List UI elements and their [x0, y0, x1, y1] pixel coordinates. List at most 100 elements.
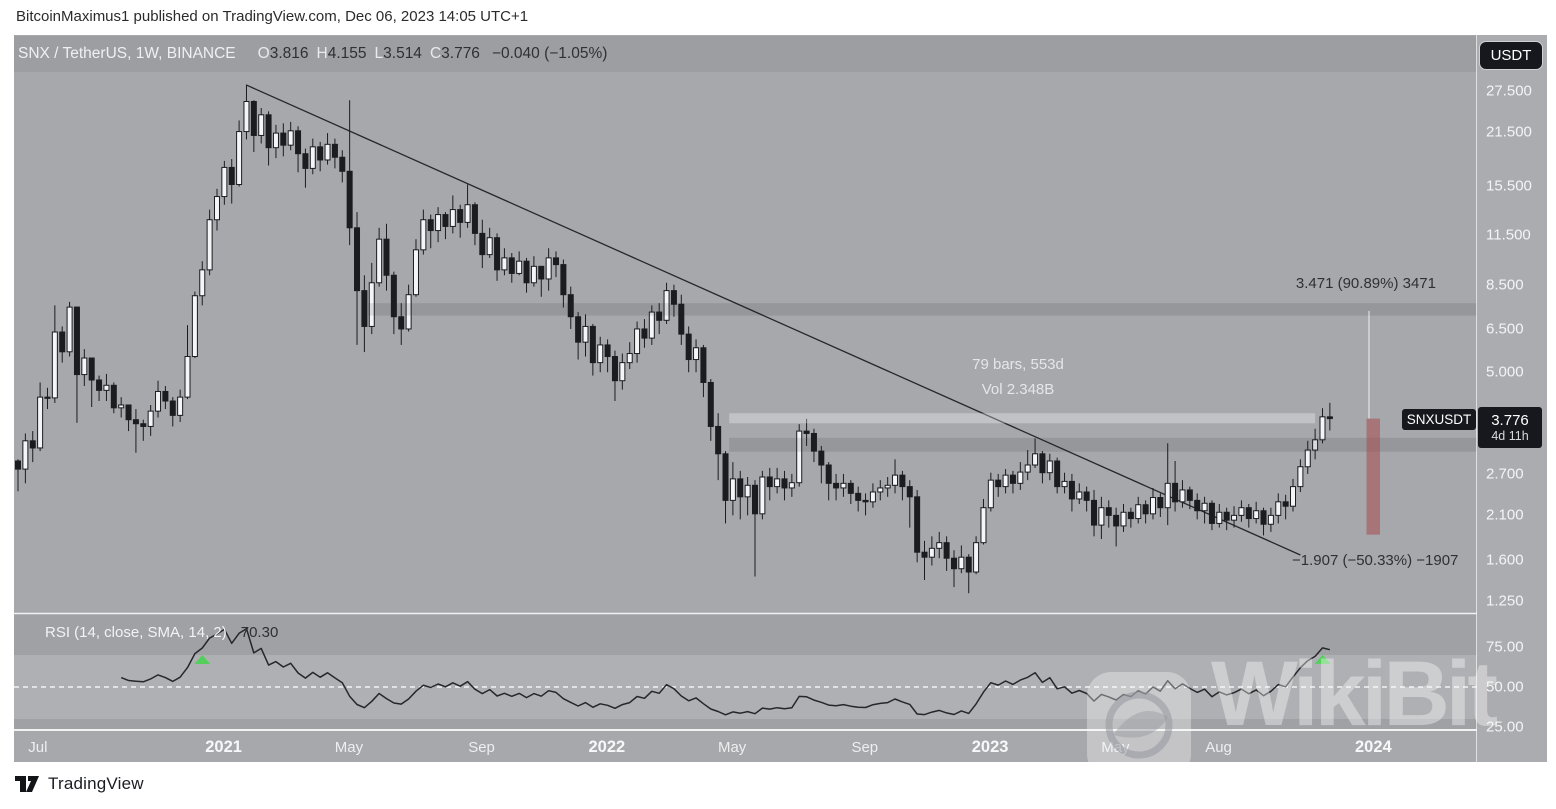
price-tick-label: 11.500 — [1486, 226, 1531, 244]
candle-down — [803, 430, 810, 434]
candle-up — [663, 290, 670, 321]
candle-up — [530, 265, 537, 284]
candle-up — [51, 331, 58, 399]
candle-down — [670, 290, 677, 305]
candle-down — [1157, 497, 1164, 509]
candle-up — [1319, 416, 1326, 441]
candle-down — [1326, 416, 1333, 420]
bar-countdown: 4d 11h — [1491, 428, 1529, 443]
chart-canvas[interactable] — [14, 35, 1547, 762]
candle-up — [582, 325, 589, 343]
symbol-legend[interactable]: SNX / TetherUS, 1W, BINANCE O 3.816 H 4.15… — [18, 45, 607, 63]
currency-toggle-button[interactable]: USDT — [1480, 42, 1542, 69]
price-tick-label: 8.500 — [1486, 276, 1524, 294]
candle-down — [442, 214, 449, 227]
candle-up — [1149, 497, 1156, 515]
candle-down — [678, 303, 685, 335]
candle-down — [354, 227, 361, 292]
date-range-rect — [729, 413, 1316, 424]
close-value: 3.776 — [441, 45, 480, 62]
candle-down — [132, 419, 139, 425]
candle-up — [22, 440, 29, 470]
rsi-indicator-legend[interactable]: RSI (14, close, SMA, 14, 2) 70.30 — [45, 624, 278, 641]
candle-up — [66, 306, 73, 353]
candle-up — [759, 476, 766, 515]
change-value: −0.040 (−1.05%) — [491, 45, 608, 62]
price-tick-label: 2.100 — [1486, 506, 1524, 524]
price-tick-label: 6.500 — [1486, 320, 1524, 338]
candle-down — [162, 390, 169, 402]
candle-down — [228, 166, 235, 186]
candle-down — [995, 479, 1002, 488]
candle-down — [553, 257, 560, 266]
open-label: O — [257, 45, 270, 62]
candle-down — [943, 542, 950, 559]
price-axis[interactable] — [1477, 35, 1547, 762]
measure-up-label: 3.471 (90.89%) 3471 — [1295, 275, 1436, 292]
candle-down — [906, 486, 913, 498]
candle-up — [309, 146, 316, 169]
symbol-price-tag: SNXUSDT — [1402, 409, 1476, 430]
candle-up — [376, 238, 383, 284]
rsi-cross-up-marker-icon — [1314, 654, 1331, 664]
candle-up — [744, 484, 751, 498]
candle-down — [15, 460, 21, 470]
candle-down — [1039, 453, 1046, 474]
candle-up — [155, 390, 162, 412]
high-label: H — [316, 45, 328, 62]
candle-up — [693, 347, 700, 361]
candle-down — [295, 130, 302, 155]
candle-up — [1297, 466, 1304, 488]
candle-up — [1275, 501, 1282, 516]
candle-up — [1216, 511, 1223, 524]
candle-up — [412, 249, 419, 296]
candle-up — [199, 269, 206, 297]
candle-up — [619, 362, 626, 382]
attribution-text: BitcoinMaximus1 published on TradingView… — [16, 8, 529, 25]
price-tick-label: 21.500 — [1486, 123, 1532, 141]
candle-up — [405, 294, 412, 330]
candle-up — [221, 166, 228, 198]
candle-down — [560, 264, 567, 296]
candle-up — [206, 219, 213, 271]
candle-down — [899, 474, 906, 488]
candle-up — [177, 396, 184, 416]
candle-up — [877, 487, 884, 493]
candle-down — [110, 384, 117, 409]
candle-up — [501, 257, 508, 271]
time-axis-month-label: May — [717, 739, 747, 756]
candle-down — [1091, 499, 1098, 526]
rsi-tick-label: 25.00 — [1486, 718, 1524, 736]
candle-up — [1017, 471, 1024, 484]
candle-down — [1142, 504, 1149, 515]
candle-down — [471, 204, 478, 234]
price-tick-label: 27.500 — [1486, 82, 1532, 100]
candle-up — [884, 484, 891, 489]
candle-down — [339, 156, 346, 172]
candle-up — [774, 478, 781, 488]
candle-down — [1245, 507, 1252, 520]
candle-down — [479, 232, 486, 256]
close-label: C — [429, 45, 442, 62]
footer-brand[interactable]: TradingView — [14, 774, 144, 794]
candle-up — [1267, 514, 1274, 525]
candle-down — [1083, 491, 1090, 501]
candle-down — [494, 237, 501, 271]
candle-up — [118, 404, 125, 409]
time-axis-month-label: Sep — [468, 739, 495, 756]
candle-up — [796, 430, 803, 484]
time-axis-year-label: 2021 — [205, 738, 242, 756]
candle-down — [538, 265, 545, 280]
candle-down — [140, 423, 147, 427]
rsi-title-text: RSI (14, close, SMA, 14, 2) — [45, 624, 227, 641]
candle-up — [1002, 474, 1009, 488]
candle-down — [781, 478, 788, 489]
candle-down — [317, 146, 324, 161]
low-value: 3.514 — [383, 45, 422, 62]
candle-up — [324, 143, 331, 161]
candle-down — [88, 357, 95, 381]
candle-up — [1164, 482, 1171, 509]
candle-down — [523, 260, 530, 284]
candle-up — [648, 311, 655, 339]
candle-down — [950, 557, 957, 570]
